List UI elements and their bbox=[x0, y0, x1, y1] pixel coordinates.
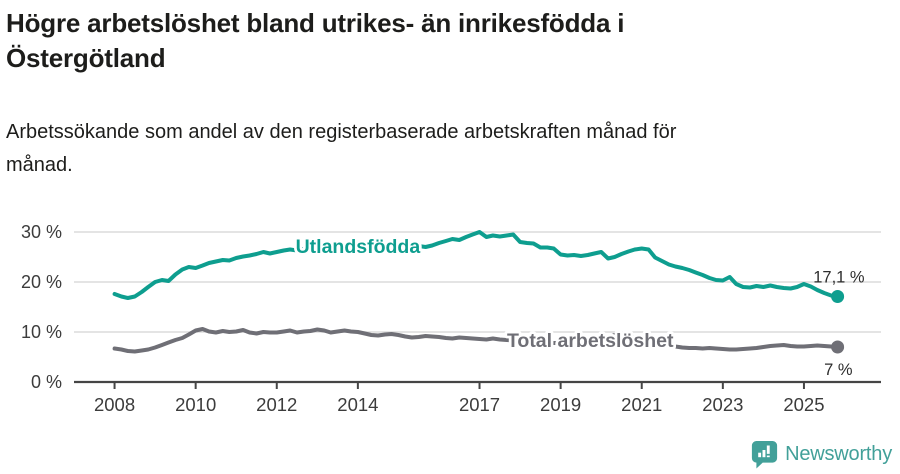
y-axis-label: 10 % bbox=[21, 322, 62, 342]
chart-title: Högre arbetslöshet bland utrikes- än inr… bbox=[6, 6, 892, 76]
newsworthy-icon bbox=[751, 441, 778, 469]
newsworthy-wordmark: Newsworthy bbox=[785, 443, 892, 465]
chart-title-line-1: Högre arbetslöshet bland utrikes- än inr… bbox=[6, 8, 625, 38]
series-line-utlandsfodda bbox=[112, 230, 840, 300]
series-end-value-total: 7 % bbox=[824, 361, 853, 379]
y-axis-label: 20 % bbox=[21, 272, 62, 292]
series-end-dot-utlandsfodda bbox=[831, 290, 845, 303]
series-end-dot-total bbox=[831, 340, 845, 354]
chart-subtitle: Arbetssökande som andel av den registerb… bbox=[6, 116, 892, 182]
x-axis-label: 2008 bbox=[94, 394, 135, 415]
x-axis-label: 2019 bbox=[540, 394, 581, 415]
chart-subtitle-line-1: Arbetssökande som andel av den registerb… bbox=[6, 121, 677, 143]
y-axis-label: 0 % bbox=[31, 372, 62, 392]
series-end-value-utlandsfodda: 17,1 % bbox=[813, 269, 865, 287]
x-axis-label: 2010 bbox=[175, 394, 216, 415]
y-axis-label: 30 % bbox=[21, 222, 62, 242]
line-chart: 0 % 10 % 20 % 30 % 2008 2010 2012 2014 2017 2019 2… bbox=[21, 222, 881, 415]
newsworthy-logo: Newsworthy bbox=[751, 440, 892, 469]
x-axis-label: 2012 bbox=[256, 394, 297, 415]
x-axis-label: 2014 bbox=[337, 394, 378, 415]
series-label-utlandsfodda: Utlandsfödda bbox=[296, 236, 421, 258]
chart-header: Högre arbetslöshet bland utrikes- än inr… bbox=[0, 0, 900, 182]
x-axis-label: 2017 bbox=[459, 394, 500, 415]
series-label-total: Total arbetslöshet bbox=[507, 330, 674, 352]
x-axis-label: 2025 bbox=[783, 394, 824, 415]
series-line-total bbox=[112, 327, 840, 354]
chart-subtitle-line-2: månad. bbox=[6, 154, 73, 176]
x-axis-label: 2023 bbox=[702, 394, 743, 415]
chart-title-line-2: Östergötland bbox=[6, 43, 166, 73]
x-axis-label: 2021 bbox=[621, 394, 662, 415]
